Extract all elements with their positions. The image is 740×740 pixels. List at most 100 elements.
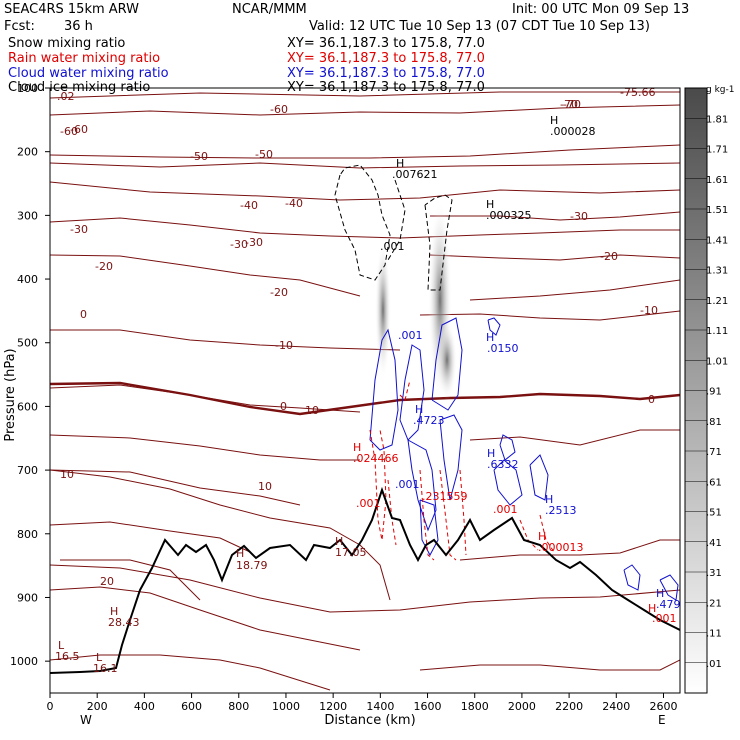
y-tick-label: 800 — [17, 528, 38, 541]
high-marker: H — [396, 157, 404, 170]
west-label: W — [80, 713, 92, 727]
field-snow-xy: XY= 36.1,187.3 to 175.8, 77.0 — [287, 36, 485, 51]
cloud-ice-contour — [334, 164, 391, 281]
terrain-line — [50, 486, 680, 674]
isotherm — [469, 279, 680, 301]
y-axis-label: Pressure (hPa) — [3, 348, 18, 441]
y-tick-label: 300 — [17, 209, 38, 222]
high-marker: H — [335, 535, 343, 548]
rain-water-contour — [369, 429, 387, 541]
colorbar-label: 1.61 — [706, 175, 728, 186]
high-marker: H — [486, 331, 494, 344]
isotherm-label: -60 — [270, 103, 288, 116]
extremum-label: .6332 — [487, 458, 519, 471]
x-tick-label: 2400 — [602, 700, 630, 713]
extremum-label: 16.1 — [93, 662, 118, 675]
y-tick-label: 200 — [17, 146, 38, 159]
axes: 0 200 400 600 800 1000 1200 1400 1600 1800 2000 220… — [3, 82, 677, 728]
isotherm — [50, 144, 680, 159]
isotherm — [50, 162, 680, 169]
extremum-label: .007621 — [392, 168, 438, 181]
cloud-water-contour — [369, 328, 399, 451]
extremum-label: .001 — [380, 240, 405, 253]
extremum-label: .000325 — [486, 209, 532, 222]
east-label: E — [658, 713, 666, 727]
colorbar-label: .81 — [706, 417, 722, 428]
isotherm-label: 10 — [305, 404, 319, 417]
snow-shading — [375, 240, 391, 380]
isotherm — [419, 659, 680, 671]
field-cloud-name: Cloud water mixing ratio — [8, 66, 169, 81]
isotherm — [50, 329, 401, 351]
y-tick-label: 500 — [17, 337, 38, 350]
colorbar-label: .61 — [706, 477, 722, 488]
extremum-label: 16.5 — [55, 650, 80, 663]
colorbar-label: .31 — [706, 568, 722, 579]
isotherm-label: -20 — [270, 286, 288, 299]
high-marker: H — [486, 198, 494, 211]
rain-water-contour — [519, 519, 539, 551]
cloud-water-contour — [623, 564, 641, 591]
extremum-label: 17.05 — [335, 546, 367, 559]
high-marker: H — [550, 114, 558, 127]
high-marker: H — [656, 587, 664, 600]
isotherm-label: -20 — [95, 260, 113, 273]
colorbar-label: .21 — [706, 598, 722, 609]
x-tick-label: 2600 — [649, 700, 677, 713]
isotherm — [50, 104, 680, 116]
isotherm — [50, 217, 680, 239]
isotherm — [60, 559, 201, 601]
high-marker: H — [353, 441, 361, 454]
fcst-label: Fcst: — [4, 19, 35, 34]
isotherm-label: -60 — [70, 123, 88, 136]
extremum-label: 28.43 — [108, 616, 140, 629]
extremum-label: .001 — [356, 497, 381, 510]
extremum-label: .4723 — [413, 414, 445, 427]
rain-water-contour — [387, 479, 397, 546]
colorbar-label: 1.41 — [706, 235, 728, 246]
colorbar-label: 1.71 — [706, 145, 728, 156]
isotherm-label: 0 — [280, 400, 287, 413]
isotherm-label: 20 — [100, 575, 114, 588]
cloud-water-contour — [529, 454, 549, 501]
isotherm-label: .02 — [57, 90, 75, 103]
isotherm-label: -20 — [600, 250, 618, 263]
cloud-water-contour — [399, 344, 425, 441]
colorbar-label: 1.81 — [706, 114, 728, 125]
isotherm-label: -70 — [563, 98, 581, 111]
plot-frame — [49, 87, 681, 694]
x-tick-label: 1400 — [366, 700, 394, 713]
colorbar-unit: g kg-1 — [706, 85, 734, 95]
extremum-label: .231559 — [422, 490, 468, 503]
colorbar-label: 1.21 — [706, 296, 728, 307]
isotherm — [459, 539, 680, 561]
isotherm — [50, 586, 361, 651]
cloud-water-contour — [499, 434, 516, 461]
isotherm — [50, 654, 331, 691]
isotherm-label: 10 — [60, 468, 74, 481]
x-tick-label: 2000 — [508, 700, 536, 713]
extremum-label: .000013 — [538, 541, 584, 554]
high-marker: H — [487, 447, 495, 460]
isotherm — [50, 564, 680, 613]
y-tick-label: 900 — [17, 591, 38, 604]
isotherm-label: -30 — [230, 238, 248, 251]
field-rain-name: Rain water mixing ratio — [8, 51, 161, 66]
cloud-water-contour — [493, 459, 523, 506]
x-tick-label: 400 — [134, 700, 155, 713]
zero-isotherm — [50, 381, 680, 416]
x-tick-label: 0 — [47, 700, 54, 713]
x-tick-label: 200 — [87, 700, 108, 713]
low-marker: L — [96, 651, 103, 664]
isotherm — [469, 429, 680, 446]
isotherm — [50, 469, 391, 601]
extremum-label: .001 — [652, 612, 677, 625]
field-cloud-xy: XY= 36.1,187.3 to 175.8, 77.0 — [287, 66, 485, 81]
isotherm — [50, 434, 360, 461]
colorbar-label: 1.31 — [706, 266, 728, 277]
rain-water-contour — [459, 469, 467, 556]
isotherm-label: -40 — [240, 199, 258, 212]
snow-shading — [437, 320, 457, 400]
rain-water-contour — [539, 514, 555, 553]
